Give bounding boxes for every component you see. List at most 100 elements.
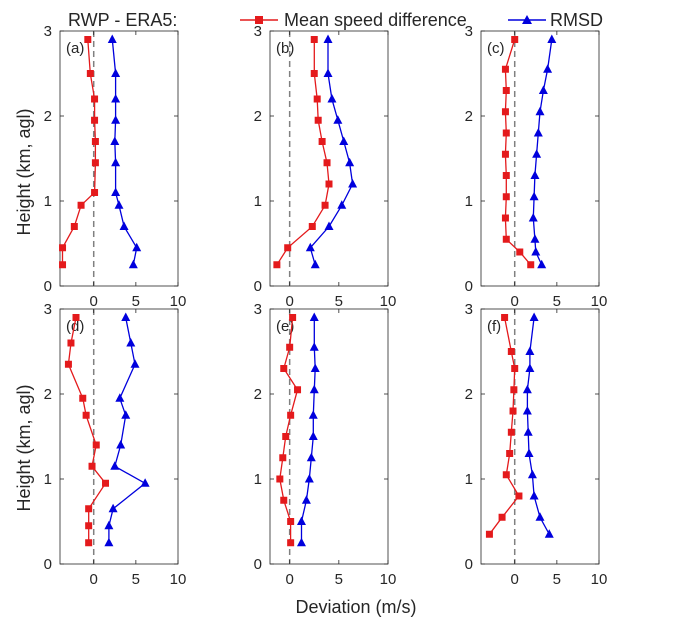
point-rmsd (333, 115, 343, 124)
point-rmsd (544, 529, 554, 538)
x-tick-label: 0 (511, 293, 519, 310)
point-mean-diff (507, 348, 515, 355)
panel-label: (e) (276, 318, 294, 335)
point-mean-diff (501, 65, 509, 73)
x-tick-label: 5 (553, 293, 561, 310)
point-mean-diff (102, 479, 110, 487)
point-rmsd (339, 136, 349, 145)
panel-d: 0 5 10 0 1 2 3 (d) (44, 301, 187, 588)
y-tick-label: 0 (44, 278, 52, 295)
x-tick-label: 10 (591, 293, 608, 310)
point-rmsd (309, 342, 319, 351)
point-rmsd (121, 312, 131, 321)
point-rmsd (523, 427, 533, 436)
point-mean-diff (501, 214, 509, 222)
point-mean-diff (310, 36, 318, 43)
point-mean-diff (325, 180, 333, 188)
point-rmsd (110, 136, 120, 145)
point-rmsd (126, 338, 136, 347)
point-mean-diff (91, 189, 99, 196)
x-tick-label: 10 (170, 571, 187, 588)
plot-frame (59, 308, 179, 565)
point-rmsd (128, 259, 138, 269)
point-rmsd (535, 106, 545, 116)
point-rmsd (535, 512, 545, 521)
point-rmsd (140, 478, 150, 487)
point-rmsd (296, 516, 306, 525)
point-mean-diff (501, 314, 509, 321)
point-rmsd (309, 312, 319, 321)
point-rmsd (121, 410, 131, 419)
point-rmsd (522, 384, 532, 394)
point-rmsd (337, 200, 347, 209)
point-rmsd (104, 520, 114, 530)
point-mean-diff (72, 314, 80, 321)
panel-label: (c) (487, 40, 505, 57)
point-rmsd (529, 191, 539, 201)
y-axis-label-bottom: Height (km, agl) (14, 384, 34, 511)
y-tick-label: 1 (465, 193, 473, 210)
y-tick-label: 1 (254, 193, 262, 210)
panel-label: (a) (66, 40, 84, 57)
legend: RWP - ERA5: Mean speed difference RMSD (68, 10, 603, 30)
x-tick-label: 0 (511, 571, 519, 588)
point-mean-diff (498, 513, 506, 521)
point-mean-diff (502, 172, 510, 179)
y-tick-label: 1 (465, 471, 473, 488)
point-rmsd (529, 491, 539, 500)
point-rmsd (111, 94, 121, 103)
y-tick-label: 1 (44, 471, 52, 488)
point-rmsd (111, 115, 121, 124)
point-mean-diff (501, 108, 509, 116)
x-tick-label: 10 (380, 293, 397, 310)
x-tick-label: 10 (591, 571, 608, 588)
y-tick-label: 2 (465, 108, 473, 125)
point-mean-diff (502, 471, 510, 479)
point-mean-diff (91, 159, 99, 167)
y-tick-label: 0 (465, 278, 473, 295)
point-rmsd (296, 537, 306, 547)
y-tick-label: 1 (44, 193, 52, 210)
point-mean-diff (511, 365, 519, 372)
point-mean-diff (59, 261, 67, 269)
x-tick-label: 10 (170, 293, 187, 310)
point-mean-diff (85, 539, 93, 547)
point-mean-diff (509, 407, 517, 415)
point-mean-diff (284, 244, 292, 252)
point-rmsd (532, 149, 542, 158)
point-rmsd (107, 34, 117, 43)
point-rmsd (538, 85, 548, 94)
point-mean-diff (282, 433, 290, 440)
point-mean-diff (70, 223, 78, 230)
panel-a: 0 5 10 0 1 2 3 (a) (44, 23, 187, 310)
point-mean-diff (280, 496, 288, 504)
point-mean-diff (321, 201, 329, 209)
plot-frame (480, 308, 600, 565)
point-mean-diff (286, 343, 294, 351)
point-mean-diff (502, 129, 510, 137)
point-mean-diff (86, 70, 94, 77)
panel-e: 0 5 10 0 1 2 3 (e) (254, 301, 397, 588)
y-tick-label: 0 (465, 556, 473, 573)
point-mean-diff (92, 441, 100, 449)
point-mean-diff (59, 244, 67, 252)
point-rmsd (130, 359, 140, 368)
y-tick-label: 0 (254, 278, 262, 295)
point-mean-diff (82, 411, 90, 419)
point-mean-diff (64, 360, 72, 368)
point-mean-diff (515, 492, 523, 500)
y-tick-label: 2 (254, 386, 262, 403)
x-axis-label: Deviation (m/s) (295, 597, 416, 617)
point-rmsd (528, 213, 538, 222)
point-rmsd (525, 346, 535, 355)
point-rmsd (324, 221, 334, 230)
x-tick-label: 0 (285, 571, 293, 588)
point-mean-diff (91, 95, 99, 103)
point-rmsd (111, 68, 121, 77)
point-mean-diff (294, 386, 302, 394)
y-tick-label: 0 (254, 556, 262, 573)
point-rmsd (547, 34, 557, 43)
legend-label-rmsd: RMSD (550, 10, 603, 30)
point-mean-diff (287, 411, 295, 419)
